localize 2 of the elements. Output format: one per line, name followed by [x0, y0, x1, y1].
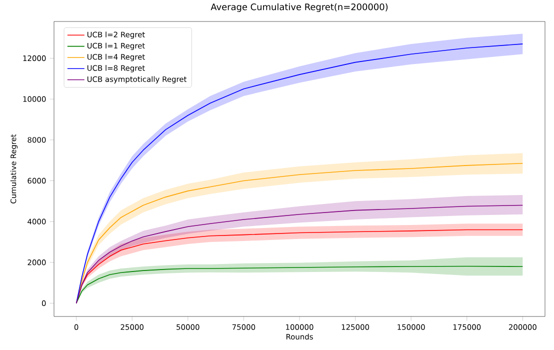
line-series	[76, 266, 524, 304]
chart-title: Average Cumulative Regret(n=200000)	[210, 3, 388, 12]
